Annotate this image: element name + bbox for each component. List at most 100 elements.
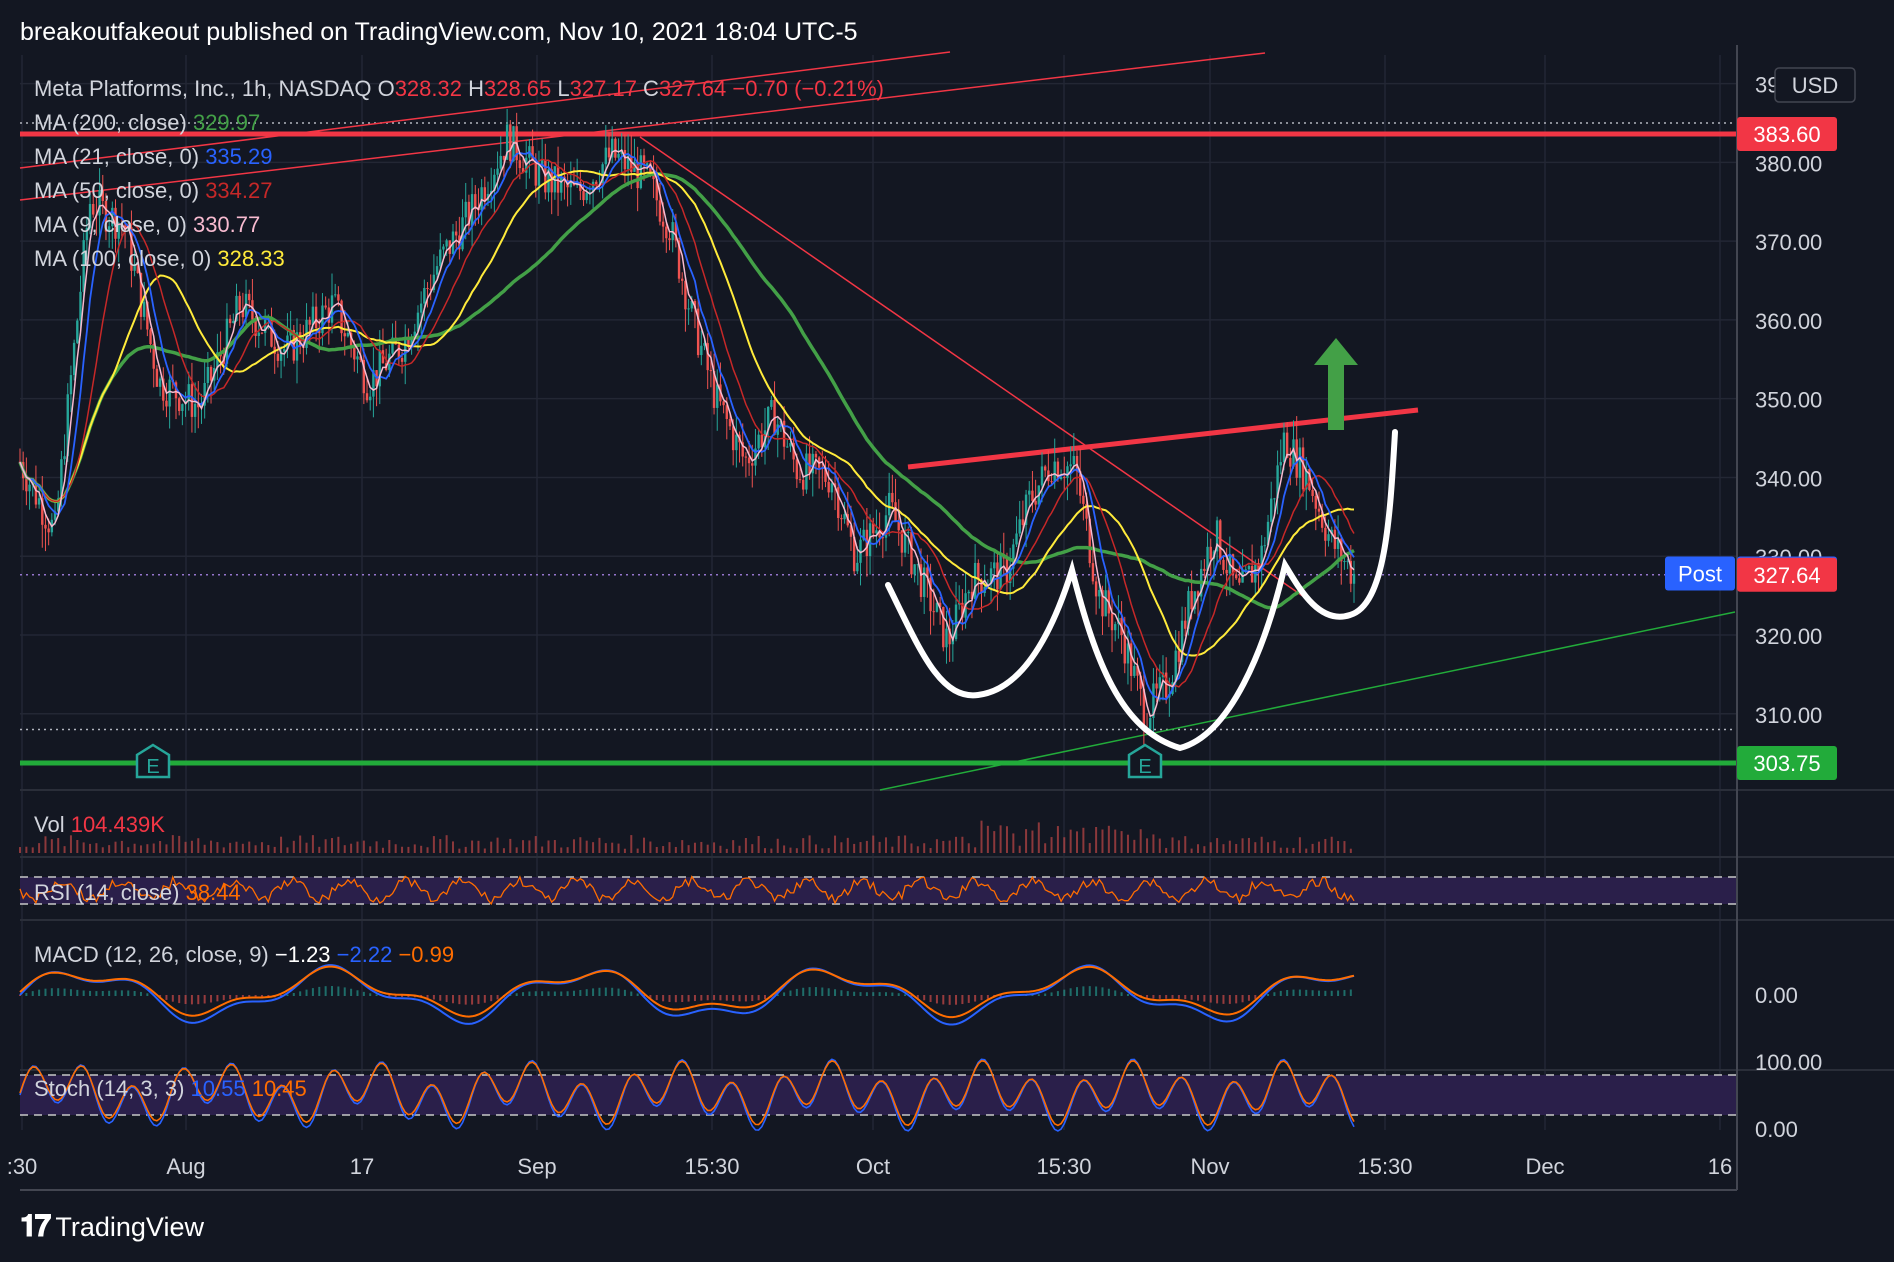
volume-bar: [751, 844, 754, 853]
macd-histogram-bar: [948, 995, 951, 1005]
volume-bar: [725, 848, 728, 853]
tradingview-footer[interactable]: 𝟏𝟕 TradingView: [20, 1210, 204, 1244]
volume-bar: [50, 839, 53, 853]
candle-body: [216, 352, 219, 369]
volume-bar: [241, 843, 244, 853]
candle-body: [1104, 590, 1107, 617]
volume-bar: [904, 835, 907, 853]
macd-histogram-bar: [1330, 990, 1333, 996]
macd-histogram-bar: [1171, 995, 1174, 999]
volume-bar: [76, 839, 79, 853]
volume-bar: [127, 847, 130, 853]
volume-bar: [1337, 840, 1340, 853]
macd-histogram-bar: [649, 995, 652, 999]
candle-body: [509, 124, 512, 162]
candle-body: [938, 602, 942, 607]
candle-body: [1289, 457, 1292, 467]
volume-bar: [324, 839, 327, 853]
candle-body: [1078, 471, 1082, 496]
candle-body: [333, 294, 337, 296]
candle-body: [926, 567, 929, 578]
candle-body: [44, 524, 47, 529]
candle-body: [731, 426, 735, 451]
candle-body: [1320, 511, 1324, 528]
currency-label: USD: [1792, 73, 1838, 98]
price-chart[interactable]: EE 390.00380.00370.00360.00350.00340.003…: [0, 0, 1894, 1200]
candle-body: [560, 176, 563, 193]
candle-body: [1282, 432, 1286, 463]
volume-bar: [1107, 825, 1110, 853]
macd-histogram-bar: [1324, 990, 1327, 996]
macd-histogram-bar: [292, 992, 295, 996]
volume-bar: [808, 835, 811, 853]
candle-body: [1352, 573, 1356, 584]
volume-bar: [1184, 836, 1187, 853]
volume-bar: [146, 844, 149, 853]
candle-body: [1285, 432, 1289, 458]
ma-21-line: [19, 150, 1355, 701]
candle-body: [1091, 563, 1095, 582]
candle-body: [808, 453, 811, 474]
price-tick-label: 370.00: [1755, 230, 1822, 255]
macd-histogram-bar: [1279, 990, 1282, 996]
volume-bar: [350, 843, 353, 853]
macd-histogram-bar: [1031, 994, 1034, 996]
macd-histogram-bar: [1203, 995, 1206, 1002]
candle-body: [1292, 439, 1295, 467]
vol-legend: Vol 104.439K: [34, 812, 165, 837]
macd-histogram-bar: [904, 994, 907, 996]
stoch-axis-top: 100.00: [1755, 1050, 1822, 1075]
macd-histogram-bar: [764, 995, 767, 1000]
trendline-upper-1: [19, 51, 951, 169]
candle-body: [1308, 468, 1311, 490]
macd-histogram-bar: [834, 989, 837, 996]
candle-body: [1314, 496, 1317, 509]
candle-body: [416, 312, 420, 332]
candle-body: [916, 564, 920, 566]
candle-body: [228, 318, 232, 324]
volume-bar: [776, 838, 779, 853]
candle-body: [948, 628, 951, 645]
volume-bar: [1126, 834, 1129, 853]
candle-body: [1123, 635, 1126, 664]
candle-body: [165, 400, 168, 407]
macd-histogram-bar: [891, 992, 894, 996]
candle-body: [967, 591, 970, 594]
macd-histogram-bar: [25, 992, 28, 996]
candle-body: [1184, 620, 1187, 629]
volume-bar: [617, 843, 620, 853]
volume-bar: [413, 844, 416, 853]
volume-bar: [356, 841, 359, 853]
candle-body: [674, 222, 678, 241]
macd-histogram-bar: [458, 995, 461, 1005]
candle-body: [1164, 672, 1168, 698]
candle-body: [1050, 481, 1053, 483]
volume-bar: [57, 838, 60, 853]
volume-bar: [1330, 836, 1333, 853]
candle-body: [1235, 574, 1238, 579]
macd-histogram-bar: [362, 991, 365, 996]
volume-bar: [1114, 829, 1117, 853]
macd-histogram-bar: [1120, 992, 1123, 996]
candle-body: [802, 479, 805, 490]
volume-bar: [38, 843, 41, 853]
candle-body: [1063, 476, 1066, 479]
candle-body: [41, 498, 44, 525]
candle-body: [852, 536, 856, 572]
candle-body: [521, 168, 525, 173]
macd-histogram-bar: [789, 990, 792, 996]
volume-bar: [872, 835, 875, 853]
macd-histogram-bar: [572, 990, 575, 996]
candle-body: [139, 273, 143, 317]
volume-bar: [764, 848, 767, 853]
candle-body: [1056, 461, 1060, 480]
rsi-band: [20, 877, 1737, 904]
volume-bar: [579, 837, 582, 853]
macd-histogram-bar: [222, 995, 225, 1001]
stoch-axis-bottom: 0.00: [1755, 1117, 1798, 1142]
macd-histogram-bar: [1088, 986, 1091, 996]
macd-histogram-bar: [929, 995, 932, 1002]
candle-body: [811, 453, 814, 474]
time-tick-label: 15:30: [684, 1154, 739, 1179]
volume-bar: [1069, 829, 1072, 853]
